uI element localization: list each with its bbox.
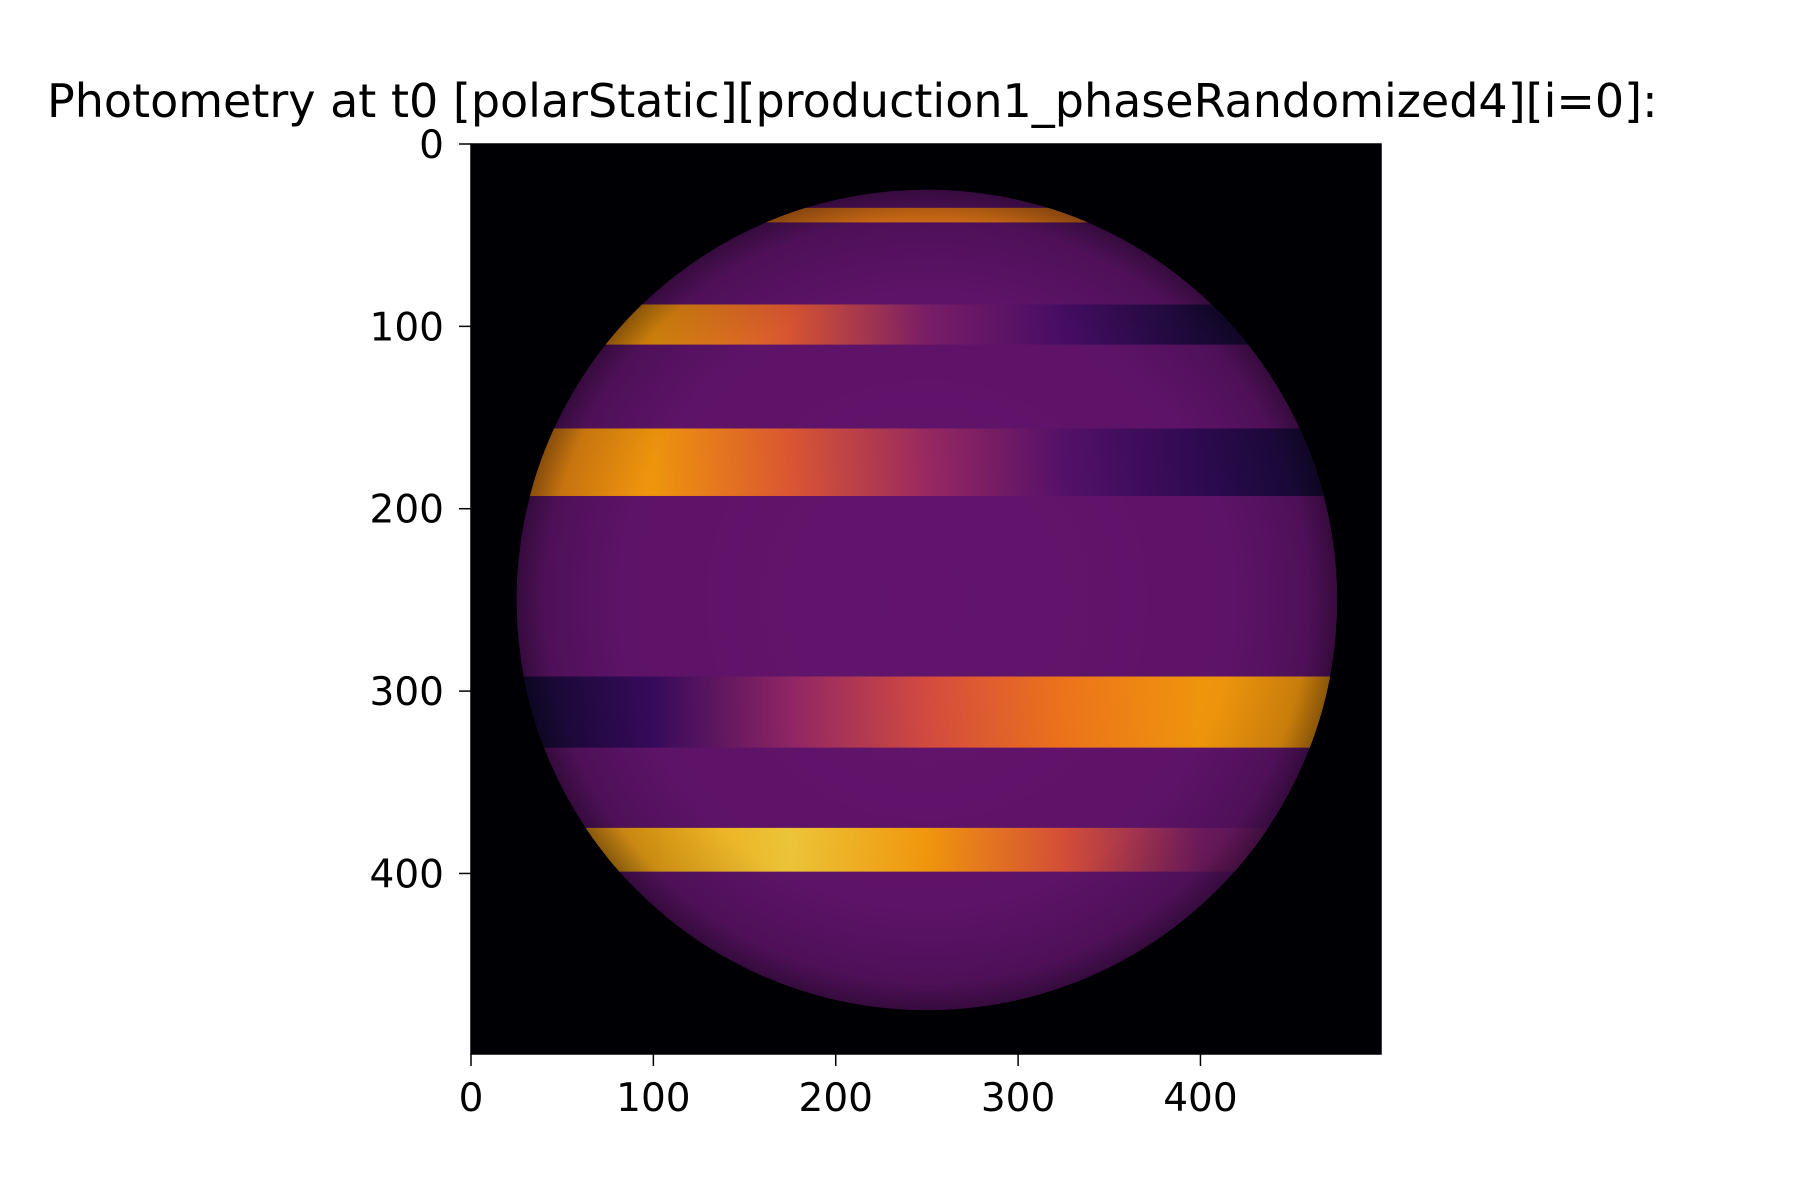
plot-area <box>470 143 1382 1055</box>
x-tick-label: 400 <box>1163 1076 1237 1121</box>
x-tick-label: 0 <box>459 1076 484 1121</box>
y-tick-label: 200 <box>370 488 444 533</box>
y-axis: 0 100 200 300 400 <box>370 123 471 897</box>
x-axis: 0 100 200 300 400 <box>459 1054 1238 1121</box>
planet-disk <box>516 189 1338 1011</box>
axes-frame <box>470 143 1382 1055</box>
y-tick-label: 300 <box>370 670 444 715</box>
limb-darkening <box>516 189 1338 1011</box>
y-tick-label: 400 <box>370 852 444 897</box>
y-tick-label: 0 <box>419 123 444 168</box>
x-tick-label: 300 <box>981 1076 1055 1121</box>
chart-title: Photometry at t0 [polarStatic][productio… <box>47 74 1658 128</box>
y-tick-label: 100 <box>370 305 444 350</box>
x-tick-label: 200 <box>799 1076 873 1121</box>
x-tick-label: 100 <box>616 1076 690 1121</box>
